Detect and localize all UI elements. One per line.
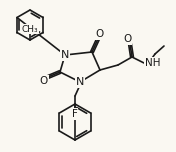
Text: O: O — [40, 76, 48, 86]
Text: O: O — [123, 34, 131, 44]
Text: CH₃: CH₃ — [22, 24, 38, 33]
Text: N: N — [76, 77, 84, 87]
Text: F: F — [72, 109, 78, 119]
Text: NH: NH — [145, 58, 161, 68]
Text: N: N — [61, 50, 69, 60]
Text: O: O — [95, 29, 103, 39]
